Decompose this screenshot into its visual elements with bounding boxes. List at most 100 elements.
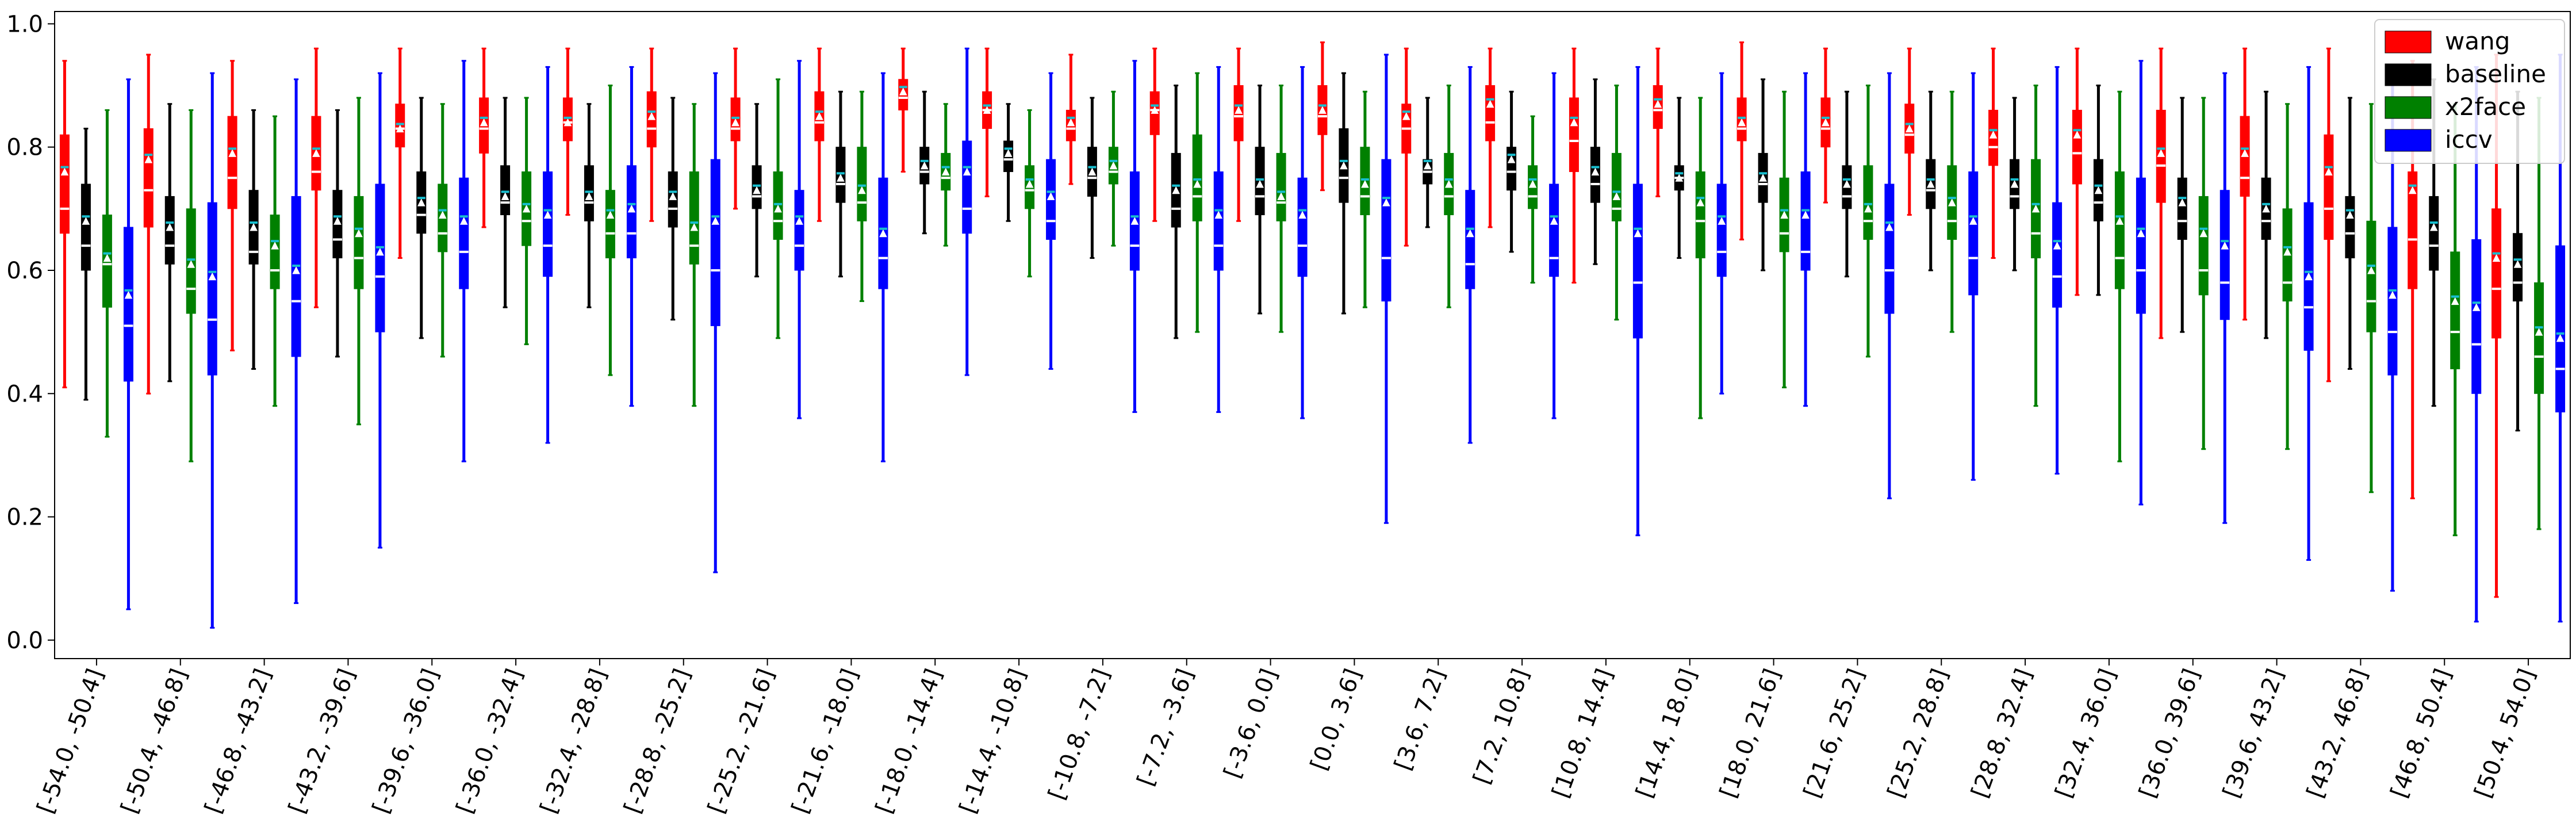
x-tick-label: [32.4, 36.0] <box>2050 665 2122 801</box>
mean-marker <box>166 223 174 231</box>
mean-marker <box>1591 167 1600 176</box>
x-tick-label: [50.4, 54.0] <box>2470 665 2541 801</box>
box-body <box>375 183 385 332</box>
box-iccv-16 <box>1465 66 1475 444</box>
mean-marker <box>228 149 236 157</box>
mean-marker <box>1822 118 1830 127</box>
box-wang-17 <box>1485 47 1496 228</box>
x-tick-label: [7.2, 10.8] <box>1469 665 1535 787</box>
mean-marker <box>1277 192 1285 200</box>
x-tick-label: [-46.8, -43.2] <box>200 665 277 817</box>
box-iccv-23 <box>2052 66 2063 475</box>
box-wang-25 <box>2156 47 2166 339</box>
mean-marker <box>1507 155 1516 163</box>
box-baseline-10 <box>919 90 930 235</box>
box-wang-19 <box>1653 47 1663 197</box>
box-body <box>1381 159 1392 302</box>
mean-marker <box>124 290 133 299</box>
box-body <box>1506 147 1517 191</box>
mean-marker <box>1256 179 1264 188</box>
box-iccv-3 <box>375 72 385 549</box>
mean-marker <box>2429 223 2438 231</box>
box-body <box>1611 152 1621 221</box>
mean-marker <box>564 118 572 127</box>
mean-marker <box>983 106 991 114</box>
box-body <box>1297 177 1308 277</box>
x-axis: [-54.0, -50.4] [-50.4, -46.8] [-46.8, -43.… <box>32 659 2541 817</box>
mean-marker <box>1067 118 1075 127</box>
mean-marker <box>144 155 153 163</box>
box-wang-10 <box>898 47 908 173</box>
mean-marker <box>2199 229 2208 238</box>
box-body <box>2534 282 2544 394</box>
x-tick-label: [-32.4, -28.8] <box>535 665 612 817</box>
box-baseline-9 <box>835 90 846 278</box>
box-wang-4 <box>395 47 405 259</box>
x-tick-label: [25.2, 28.8] <box>1883 665 1954 801</box>
mean-marker <box>1340 161 1348 170</box>
mean-marker <box>1298 211 1306 219</box>
box-body <box>2072 109 2082 185</box>
mean-marker <box>1905 124 1914 133</box>
box-iccv-9 <box>878 72 888 462</box>
mean-marker <box>1780 211 1788 219</box>
box-body <box>2429 196 2439 271</box>
mean-marker <box>501 192 509 200</box>
mean-marker <box>837 174 845 182</box>
box-body <box>605 190 615 259</box>
box-baseline-7 <box>668 97 678 321</box>
box-body <box>2324 134 2334 240</box>
box-x2face-9 <box>857 90 867 303</box>
box-body <box>1632 183 1643 339</box>
box-body <box>2345 196 2355 259</box>
mean-marker <box>334 217 342 225</box>
mean-marker <box>963 167 971 176</box>
x-tick-label: [-36.0, -32.4] <box>451 665 528 817</box>
box-body <box>459 177 469 289</box>
box-baseline-11 <box>1003 103 1014 222</box>
mean-marker <box>1759 174 1767 182</box>
legend-swatch-baseline <box>2385 63 2432 86</box>
x-tick-label: [10.8, 14.4] <box>1547 665 1619 801</box>
mean-marker <box>2492 254 2501 262</box>
box-wang-11 <box>982 47 992 197</box>
mean-marker <box>1696 198 1705 206</box>
box-baseline-21 <box>1842 90 1852 278</box>
box-iccv-2 <box>291 78 301 605</box>
box-x2face-21 <box>1863 85 1873 358</box>
box-baseline-4 <box>416 97 427 339</box>
box-body <box>143 128 154 228</box>
mean-marker <box>2073 131 2082 139</box>
mean-marker <box>941 167 950 176</box>
mean-marker <box>2115 217 2124 225</box>
mean-marker <box>2535 328 2543 336</box>
mean-marker <box>1864 204 1872 213</box>
box-iccv-13 <box>1213 66 1224 413</box>
mean-marker <box>2178 198 2187 206</box>
box-wang-2 <box>227 60 237 351</box>
box-iccv-11 <box>1046 72 1056 370</box>
mean-marker <box>396 124 404 133</box>
mean-marker <box>355 229 363 238</box>
x-tick-label: [0.0, 3.6] <box>1306 665 1367 774</box>
box-baseline-22 <box>1926 90 1936 271</box>
mean-marker <box>459 217 468 225</box>
box-body <box>291 196 301 357</box>
mean-marker <box>1130 217 1139 225</box>
box-body <box>1863 165 1873 240</box>
mean-marker <box>2053 242 2061 250</box>
legend-swatch-iccv <box>2385 129 2432 152</box>
box-wang-12 <box>1065 53 1076 185</box>
x-tick-label: [-7.2, -3.6] <box>1132 665 1199 790</box>
box-iccv-26 <box>2303 66 2314 561</box>
box-x2face-3 <box>354 97 364 426</box>
box-iccv-10 <box>962 47 972 376</box>
y-tick-label: 0.4 <box>6 381 43 407</box>
mean-marker <box>2157 149 2165 157</box>
mean-marker <box>2556 334 2564 342</box>
box-body <box>2387 227 2398 376</box>
mean-marker <box>376 247 384 256</box>
box-x2face-23 <box>2031 85 2041 407</box>
